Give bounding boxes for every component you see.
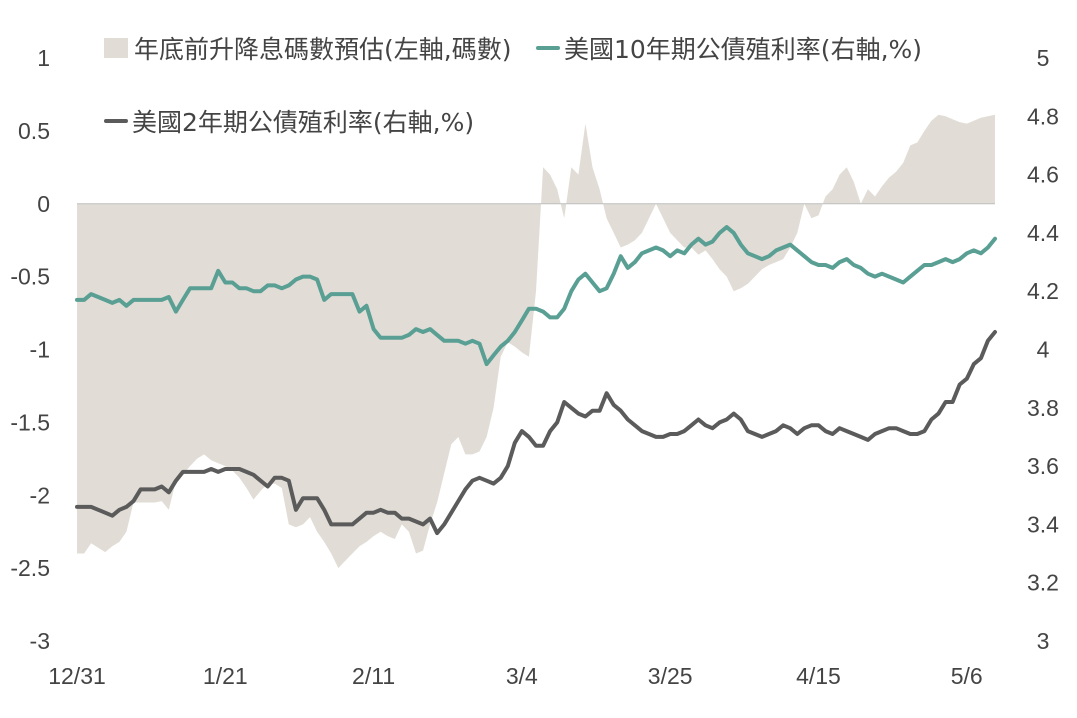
right-axis-tick-label: 3.8 [1027,395,1059,421]
legend-item-area: 年底前升降息碼數預估(左軸,碼數) [104,30,511,66]
right-axis-tick-label: 3.4 [1027,511,1059,537]
legend-swatch-2y [104,119,128,123]
x-axis-tick-label: 4/15 [796,663,841,689]
legend-swatch-area [104,38,128,58]
right-axis-tick-label: 4 [1037,337,1050,363]
area-rate-cut-expectation [77,114,995,569]
x-axis-tick-label: 1/21 [203,663,248,689]
left-axis-tick-label: -2.5 [10,555,50,581]
left-axis-tick-label: 1 [37,45,50,71]
left-axis-tick-label: -2 [30,482,50,508]
legend-swatch-10y [536,46,560,50]
right-axis-tick-label: 4.2 [1027,278,1059,304]
left-axis-tick-label: 0.5 [18,118,50,144]
left-axis-tick-label: -1.5 [10,409,50,435]
line-us-10y-yield [75,225,997,367]
left-axis-tick-label: 0 [37,191,50,217]
right-axis-tick-label: 3.6 [1027,453,1059,479]
legend-label-2y: 美國2年期公債殖利率(右軸,%) [132,108,475,137]
x-axis-tick-label: 5/6 [951,663,983,689]
right-axis-tick-label: 3.2 [1027,570,1059,596]
left-axis-tick-label: -3 [30,628,50,654]
right-axis-tick-label: 5 [1037,45,1050,71]
x-axis-tick-label: 3/4 [506,663,538,689]
right-axis-tick-label: 4.6 [1027,162,1059,188]
x-axis-tick-label: 3/25 [648,663,693,689]
right-axis-tick-label: 3 [1037,628,1050,654]
legend-label-10y: 美國10年期公債殖利率(右軸,%) [564,35,923,64]
left-axis-tick-label: -0.5 [10,264,50,290]
line-layer [75,225,997,536]
area-layer [77,114,995,569]
legend-item-2y: 美國2年期公債殖利率(右軸,%) [104,103,474,139]
right-axis-tick-label: 4.8 [1027,103,1059,129]
line-us-2y-yield [75,330,997,536]
left-axis-tick-label: -1 [30,337,50,363]
legend-label-area: 年底前升降息碼數預估(左軸,碼數) [134,35,512,64]
x-axis-tick-label: 12/31 [48,663,106,689]
right-axis-tick-label: 4.4 [1027,220,1059,246]
axis-layer: 1 0.5 0 -0.5 -1 -1.5 -2 -2.5 -3 5 4.8 4.6 4.4 4.2 4 3.8… [10,45,1059,689]
x-axis-tick-label: 2/11 [352,663,395,689]
legend-item-10y: 美國10年期公債殖利率(右軸,%) [536,30,922,66]
